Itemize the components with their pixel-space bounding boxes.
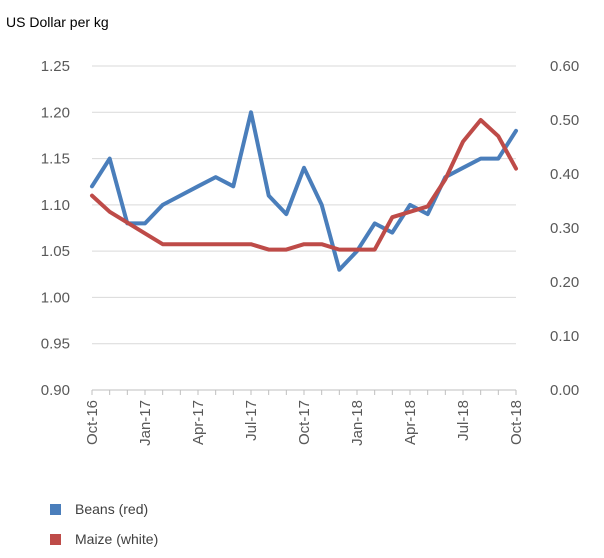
y-axis-unit-label: US Dollar per kg (6, 14, 109, 30)
right-y-tick-label: 0.10 (550, 328, 579, 345)
legend-swatch-maize (50, 533, 61, 545)
line-chart: 0.90 0.95 1.00 1.05 1.10 1.15 1.20 1.25 0.00 0.1… (41, 58, 579, 446)
left-y-tick-label: 0.90 (41, 382, 70, 399)
x-tick-label: Oct-18 (508, 400, 525, 445)
right-y-tick-label: 0.40 (550, 166, 579, 183)
left-y-tick-label: 1.00 (41, 289, 70, 306)
left-y-tick-label: 0.95 (41, 336, 70, 353)
left-y-tick-label: 1.05 (41, 243, 70, 260)
right-y-tick-label: 0.20 (550, 274, 579, 291)
legend-swatch-beans (50, 503, 61, 515)
right-y-tick-label: 0.60 (550, 58, 579, 75)
right-y-tick-label: 0.00 (550, 382, 579, 399)
x-tick-label: Apr-18 (402, 400, 419, 445)
x-tick-label: Oct-17 (296, 400, 313, 445)
left-y-tick-label: 1.15 (41, 151, 70, 168)
legend-item-maize: Maize (white) (50, 528, 158, 550)
right-y-axis-ticks: 0.00 0.10 0.20 0.30 0.40 0.50 0.60 (550, 58, 579, 399)
x-tick-label: Jul-17 (243, 400, 260, 441)
legend-item-beans: Beans (red) (50, 498, 158, 520)
right-y-tick-label: 0.50 (550, 112, 579, 129)
legend-label-beans: Beans (red) (75, 501, 149, 517)
series-lines (90, 110, 518, 272)
x-tick-label: Apr-17 (190, 400, 207, 445)
x-tick-label: Jan-17 (137, 400, 154, 446)
left-y-tick-label: 1.25 (41, 58, 70, 75)
right-y-tick-label: 0.30 (550, 220, 579, 237)
series-line-maize (90, 118, 518, 252)
left-y-tick-label: 1.20 (41, 104, 70, 121)
legend: Beans (red) Maize (white) (50, 498, 158, 558)
legend-label-maize: Maize (white) (75, 531, 159, 547)
gridlines (92, 65, 516, 345)
x-tick-label: Jan-18 (349, 400, 366, 446)
left-y-axis-ticks: 0.90 0.95 1.00 1.05 1.10 1.15 1.20 1.25 (41, 58, 70, 399)
x-axis: Oct-16 Jan-17 Apr-17 Jul-17 Oct-17 Jan-18 Apr-… (84, 389, 525, 446)
left-y-tick-label: 1.10 (41, 197, 70, 214)
x-tick-label: Jul-18 (455, 400, 472, 441)
x-tick-label: Oct-16 (84, 400, 101, 445)
